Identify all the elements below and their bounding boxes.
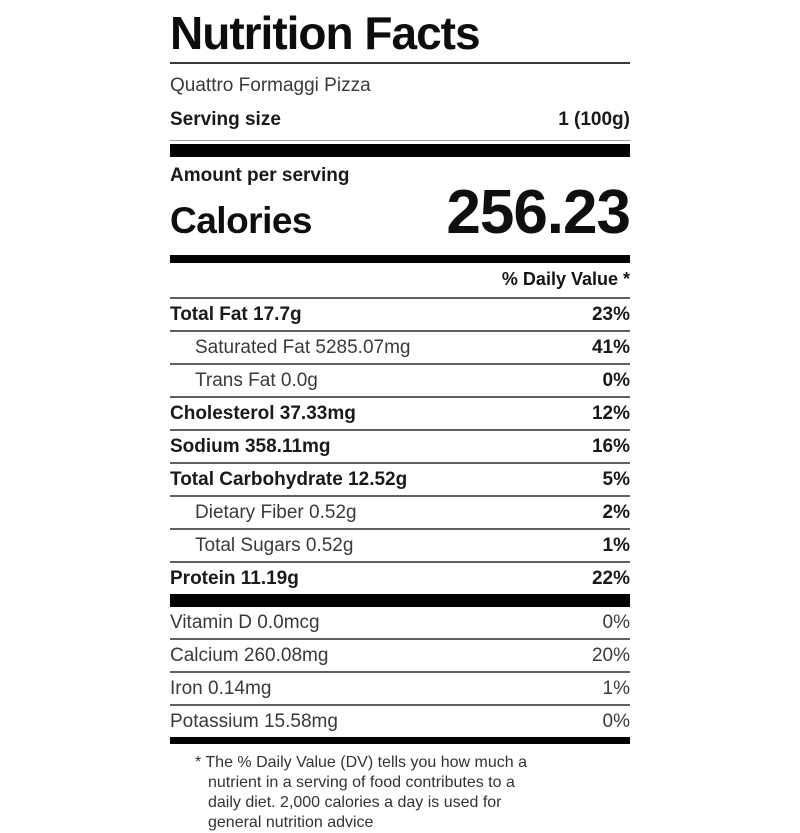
nutrient-name: Total Sugars 0.52g — [195, 534, 354, 556]
nutrient-row-total-sugars: Total Sugars 0.52g 1% — [170, 530, 630, 563]
nutrient-row-saturated-fat: Saturated Fat 5285.07mg 41% — [170, 332, 630, 365]
amount-per-serving-label: Amount per serving — [170, 165, 350, 186]
nutrient-daily-value: 1% — [602, 534, 630, 556]
nutrient-daily-value: 5% — [602, 468, 630, 490]
nutrient-daily-value: 22% — [591, 567, 630, 589]
medium-divider-bar — [170, 255, 630, 263]
nutrient-daily-value: 0% — [602, 369, 630, 391]
nutrient-name: Protein 11.19g — [170, 567, 299, 589]
nutrient-daily-value: 2% — [602, 501, 630, 523]
product-name: Quattro Formaggi Pizza — [170, 75, 371, 96]
nutrient-name: Saturated Fat 5285.07mg — [195, 336, 411, 358]
micronutrient-name: Iron 0.14mg — [170, 677, 272, 699]
nutrient-name: Cholesterol 37.33mg — [170, 402, 356, 424]
micronutrient-name: Calcium 260.08mg — [170, 644, 329, 666]
micronutrient-row-calcium: Calcium 260.08mg 20% — [170, 640, 630, 673]
serving-size-row: Serving size 1 (100g) — [170, 107, 630, 141]
micronutrient-daily-value: 0% — [602, 611, 630, 633]
nutrient-row-cholesterol: Cholesterol 37.33mg 12% — [170, 398, 630, 431]
thick-divider-bar — [170, 594, 630, 607]
medium-divider-bar — [170, 737, 630, 744]
nutrient-daily-value: 41% — [591, 336, 630, 358]
micronutrient-name: Vitamin D 0.0mcg — [170, 611, 320, 633]
nutrient-name: Total Carbohydrate 12.52g — [170, 468, 408, 490]
nutrient-row-total-fat: Total Fat 17.7g 23% — [170, 299, 630, 332]
nutrient-row-total-carbohydrate: Total Carbohydrate 12.52g 5% — [170, 464, 630, 497]
serving-size-value: 1 (100g) — [558, 109, 630, 130]
footnote-marker: * — [195, 754, 202, 771]
daily-value-header: % Daily Value * — [170, 263, 630, 299]
nutrient-name: Dietary Fiber 0.52g — [195, 501, 357, 523]
label-title: Nutrition Facts — [170, 10, 630, 64]
nutrient-row-dietary-fiber: Dietary Fiber 0.52g 2% — [170, 497, 630, 530]
nutrient-name: Total Fat 17.7g — [170, 303, 302, 325]
calories-value: 256.23 — [446, 178, 631, 247]
calories-label: Calories — [170, 200, 313, 241]
micronutrient-row-potassium: Potassium 15.58mg 0% — [170, 706, 630, 737]
nutrient-row-trans-fat: Trans Fat 0.0g 0% — [170, 365, 630, 398]
nutrition-facts-label: Nutrition Facts Quattro Formaggi Pizza S… — [170, 0, 631, 833]
nutrient-daily-value: 23% — [591, 303, 630, 325]
nutrient-row-protein: Protein 11.19g 22% — [170, 563, 630, 594]
serving-size-label: Serving size — [170, 109, 281, 130]
micronutrient-row-iron: Iron 0.14mg 1% — [170, 673, 630, 706]
micronutrient-row-vitamin-d: Vitamin D 0.0mcg 0% — [170, 607, 630, 640]
micronutrient-daily-value: 1% — [602, 677, 630, 699]
micronutrient-name: Potassium 15.58mg — [170, 710, 338, 732]
nutrient-daily-value: 12% — [591, 402, 630, 424]
thick-divider-bar — [170, 144, 630, 157]
calories-row: Calories 256.23 — [170, 178, 631, 247]
micronutrient-daily-value: 20% — [591, 644, 630, 666]
nutrient-name: Trans Fat 0.0g — [195, 369, 318, 391]
footnote-text: * The % Daily Value (DV) tells you how m… — [195, 753, 545, 833]
footnote: * The % Daily Value (DV) tells you how m… — [170, 744, 630, 833]
nutrient-row-sodium: Sodium 358.11mg 16% — [170, 431, 630, 464]
nutrient-daily-value: 16% — [591, 435, 630, 457]
footnote-body: The % Daily Value (DV) tells you how muc… — [205, 754, 527, 831]
micronutrient-daily-value: 0% — [602, 710, 630, 732]
nutrient-name: Sodium 358.11mg — [170, 435, 331, 457]
